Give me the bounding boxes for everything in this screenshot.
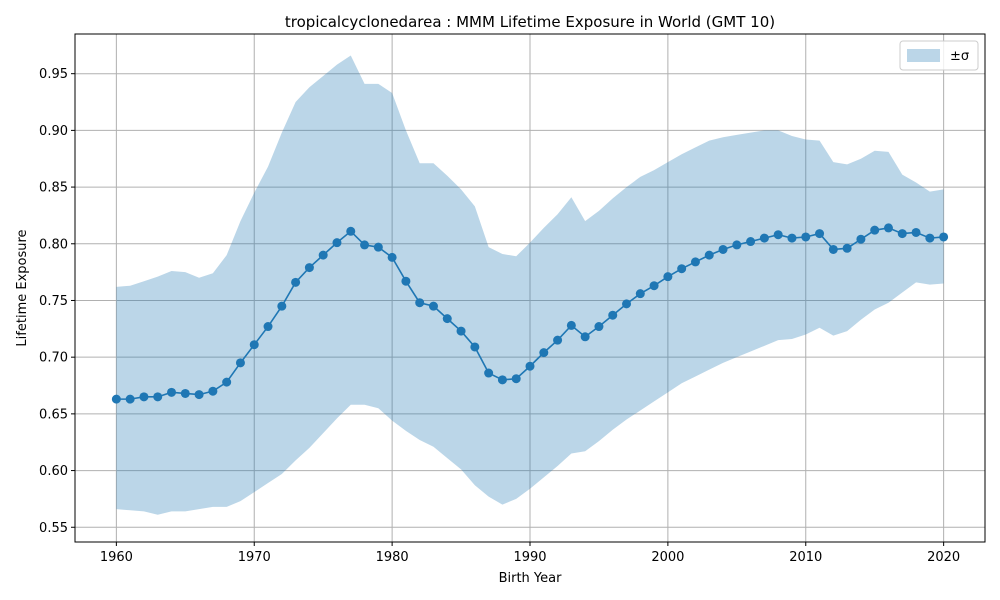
data-point bbox=[304, 263, 314, 273]
data-point bbox=[801, 232, 811, 242]
data-point bbox=[553, 335, 563, 345]
data-point bbox=[925, 233, 935, 243]
data-point bbox=[580, 332, 590, 342]
data-point bbox=[594, 322, 604, 332]
data-point bbox=[442, 314, 452, 324]
sigma-band bbox=[116, 55, 944, 515]
y-tick-label: 0.80 bbox=[39, 237, 68, 252]
data-point bbox=[263, 322, 273, 332]
y-tick-label: 0.75 bbox=[39, 294, 68, 309]
data-point bbox=[649, 281, 659, 291]
data-point bbox=[428, 301, 438, 311]
data-point bbox=[608, 310, 618, 320]
x-axis-label: Birth Year bbox=[499, 571, 563, 586]
data-point bbox=[360, 240, 370, 250]
data-point bbox=[208, 386, 218, 396]
x-tick-label: 1960 bbox=[100, 550, 133, 565]
legend-frame bbox=[899, 40, 979, 71]
x-axis-ticks: 1960 1970 1980 1990 2000 2010 2020 bbox=[100, 542, 960, 565]
data-point bbox=[842, 243, 852, 253]
y-tick-label: 0.55 bbox=[39, 521, 68, 536]
data-point bbox=[111, 394, 121, 404]
data-point bbox=[484, 368, 494, 378]
data-point bbox=[249, 340, 259, 350]
data-point bbox=[677, 264, 687, 274]
y-tick-label: 0.65 bbox=[39, 407, 68, 422]
data-point bbox=[663, 272, 673, 282]
data-point bbox=[511, 374, 521, 384]
data-point bbox=[815, 229, 825, 239]
data-point bbox=[291, 277, 301, 287]
legend-band-label: ±σ bbox=[950, 49, 969, 64]
data-point bbox=[759, 233, 769, 243]
data-point bbox=[415, 298, 425, 308]
y-axis-label: Lifetime Exposure bbox=[15, 229, 30, 346]
data-point bbox=[856, 234, 866, 244]
data-point bbox=[883, 223, 893, 233]
data-point bbox=[939, 232, 949, 242]
data-point bbox=[125, 394, 135, 404]
data-point bbox=[222, 377, 232, 387]
y-tick-label: 0.95 bbox=[39, 67, 68, 82]
y-tick-label: 0.70 bbox=[39, 351, 68, 366]
y-axis-ticks: 0.55 0.60 0.65 0.70 0.75 0.80 0.85 0.90 0.95 bbox=[39, 67, 75, 536]
data-point bbox=[153, 392, 163, 402]
data-point bbox=[401, 276, 411, 286]
y-tick-label: 0.60 bbox=[39, 464, 68, 479]
chart-title: tropicalcyclonedarea : MMM Lifetime Expo… bbox=[285, 13, 775, 31]
data-point bbox=[235, 358, 245, 368]
legend-band-swatch bbox=[907, 49, 940, 62]
grid-lines bbox=[75, 34, 985, 542]
legend: ±σ bbox=[899, 40, 979, 71]
data-point bbox=[690, 257, 700, 267]
data-point bbox=[704, 250, 714, 260]
x-tick-label: 1980 bbox=[376, 550, 409, 565]
data-point bbox=[318, 250, 328, 260]
data-points bbox=[111, 223, 949, 404]
data-point bbox=[497, 375, 507, 385]
data-point bbox=[911, 227, 921, 237]
x-tick-label: 2020 bbox=[927, 550, 960, 565]
x-tick-label: 2010 bbox=[789, 550, 822, 565]
data-point bbox=[746, 237, 756, 247]
data-point bbox=[167, 387, 177, 397]
y-tick-label: 0.90 bbox=[39, 124, 68, 139]
data-point bbox=[828, 244, 838, 254]
data-point bbox=[525, 361, 535, 371]
x-tick-label: 1990 bbox=[513, 550, 546, 565]
data-point bbox=[277, 301, 287, 311]
data-point bbox=[346, 226, 356, 236]
data-point bbox=[718, 244, 728, 254]
data-point bbox=[635, 289, 645, 299]
data-point bbox=[539, 348, 549, 358]
data-point bbox=[470, 342, 480, 352]
data-point bbox=[787, 233, 797, 243]
data-point bbox=[332, 238, 342, 248]
data-point bbox=[139, 392, 149, 402]
data-point bbox=[622, 299, 632, 309]
y-tick-label: 0.85 bbox=[39, 181, 68, 196]
data-point bbox=[870, 225, 880, 235]
data-point bbox=[566, 320, 576, 330]
data-point bbox=[373, 242, 383, 252]
data-point bbox=[180, 388, 190, 398]
data-point bbox=[194, 390, 204, 400]
data-point bbox=[897, 229, 907, 239]
data-point bbox=[456, 326, 466, 336]
sigma-band-layer bbox=[116, 55, 944, 515]
x-tick-label: 1970 bbox=[238, 550, 271, 565]
data-point bbox=[387, 252, 397, 262]
x-tick-label: 2000 bbox=[651, 550, 684, 565]
data-point bbox=[732, 240, 742, 250]
data-point bbox=[773, 230, 783, 240]
